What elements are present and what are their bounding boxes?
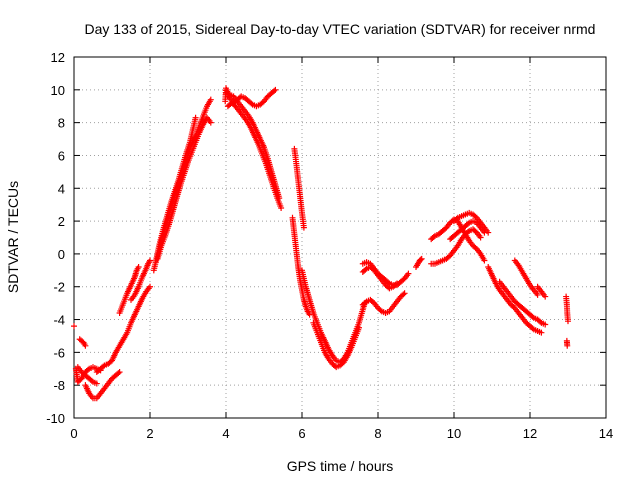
data-point: [464, 220, 471, 227]
data-point: [418, 255, 425, 262]
x-tick-label: 2: [146, 426, 153, 441]
x-tick-label: 10: [447, 426, 461, 441]
data-point: [377, 307, 384, 314]
series-seg16: [289, 214, 313, 318]
series-seg1: [71, 323, 77, 330]
data-point: [529, 325, 536, 332]
data-point: [400, 291, 407, 298]
x-tick-label: 14: [599, 426, 613, 441]
series-seg20: [359, 264, 400, 292]
series-seg31: [563, 293, 571, 325]
y-tick-label: -10: [46, 411, 65, 426]
series-seg15: [291, 145, 307, 231]
axis-ticks: 0 2 4 6 8 10 12 14 -10 -8 -6 -4 -2 0 2 4 6 8 10 12: [46, 50, 613, 441]
series-seg6: [93, 283, 153, 376]
data-points: [71, 85, 571, 402]
data-point: [147, 257, 153, 264]
series-seg30: [534, 283, 549, 300]
data-point: [534, 291, 541, 298]
data-point: [115, 370, 122, 377]
series-seg8: [128, 257, 153, 303]
series-seg28: [496, 278, 549, 328]
data-point: [116, 369, 123, 376]
series-seg26: [428, 216, 488, 264]
data-point: [564, 342, 571, 349]
series-seg3: [74, 364, 100, 387]
data-point: [394, 280, 400, 287]
series-seg14: [224, 99, 285, 211]
x-tick-label: 6: [298, 426, 305, 441]
data-point: [135, 264, 142, 271]
data-point: [82, 342, 89, 349]
series-seg7: [116, 264, 142, 316]
data-point: [271, 87, 278, 94]
y-tick-label: -6: [53, 345, 65, 360]
data-point: [542, 321, 549, 328]
data-point: [417, 256, 424, 263]
data-point: [100, 363, 107, 370]
x-axis-label: GPS time / hours: [287, 458, 394, 474]
y-tick-label: 2: [58, 214, 65, 229]
series-seg32: [563, 337, 571, 349]
data-point: [538, 329, 545, 336]
data-point: [477, 234, 484, 241]
data-point: [485, 229, 492, 236]
y-tick-label: 10: [51, 83, 65, 98]
y-tick-label: -4: [53, 313, 65, 328]
series-seg18: [310, 319, 362, 371]
series-seg10: [152, 114, 199, 266]
y-tick-label: 6: [58, 148, 65, 163]
y-tick-label: -2: [53, 280, 65, 295]
y-tick-label: 12: [51, 50, 65, 65]
data-point: [481, 257, 488, 264]
data-point: [356, 324, 362, 331]
data-point: [207, 96, 214, 103]
data-point: [84, 366, 91, 373]
series-seg22: [413, 255, 425, 271]
data-point: [401, 290, 408, 297]
y-tick-label: 8: [58, 116, 65, 131]
data-point: [278, 204, 285, 211]
x-tick-label: 12: [523, 426, 537, 441]
series-seg4: [76, 336, 89, 349]
series-seg5: [82, 369, 123, 402]
x-tick-label: 0: [70, 426, 77, 441]
series-seg27: [485, 264, 545, 336]
series-seg29: [511, 257, 541, 298]
data-point: [147, 283, 153, 290]
data-point: [93, 380, 100, 387]
data-point: [272, 86, 279, 93]
series-seg11: [154, 114, 214, 262]
data-point: [565, 318, 571, 325]
data-point: [71, 323, 77, 330]
data-point: [537, 318, 544, 325]
data-point: [392, 281, 399, 288]
series-seg21: [359, 290, 408, 316]
chart-title: Day 133 of 2015, Sidereal Day-to-day VTE…: [85, 21, 596, 37]
data-point: [192, 114, 199, 121]
x-tick-label: 4: [222, 426, 229, 441]
y-tick-label: 4: [58, 181, 65, 196]
data-point: [542, 293, 549, 300]
y-tick-label: -8: [53, 378, 65, 393]
y-axis-label: SDTVAR / TECUs: [5, 181, 21, 293]
data-point: [430, 233, 437, 240]
data-point: [248, 100, 255, 107]
y-tick-label: 0: [58, 247, 65, 262]
data-point: [529, 313, 536, 320]
x-tick-label: 8: [374, 426, 381, 441]
data-point: [300, 224, 307, 231]
plot-frame: [73, 56, 607, 419]
data-point: [207, 119, 214, 126]
series-seg23: [428, 226, 484, 267]
data-point: [405, 270, 412, 277]
data-point: [362, 266, 369, 273]
data-point: [362, 299, 369, 306]
data-point: [88, 377, 95, 384]
